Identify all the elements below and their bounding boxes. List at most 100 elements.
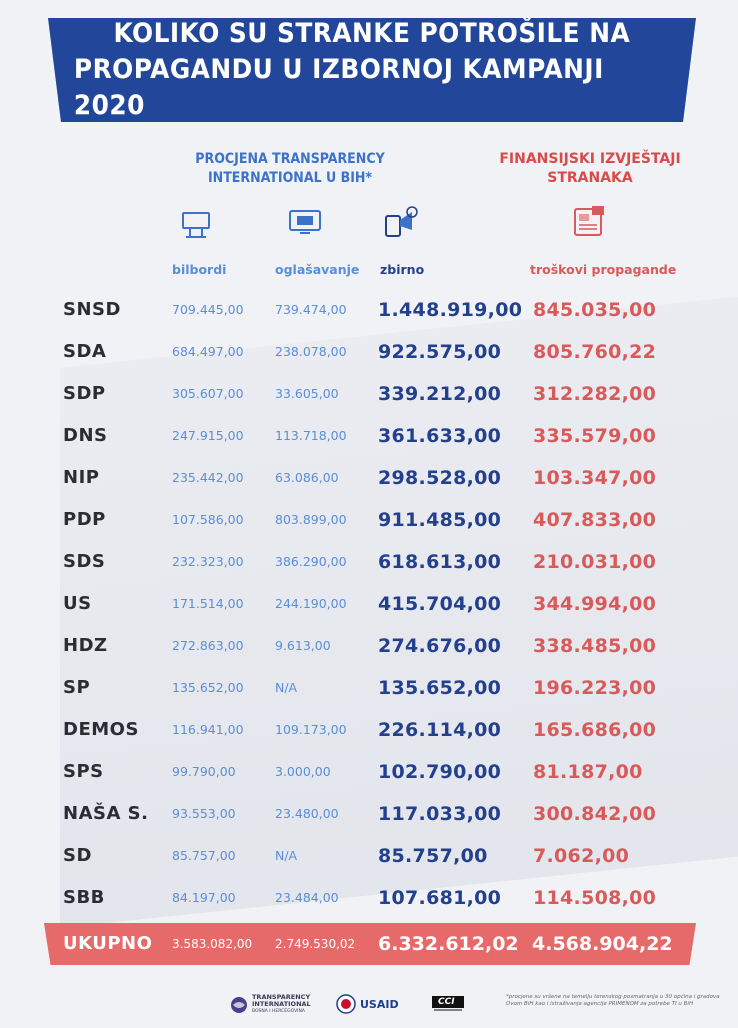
propaganda-value: 344.994,00 (533, 593, 657, 615)
total-value: 135.652,00 (378, 677, 502, 699)
title-line-2: PROPAGANDU U IZBORNOJ KAMPANJI 2020 (73, 54, 604, 121)
billboards-value: 85.757,00 (172, 848, 236, 863)
party-name: DEMOS (63, 719, 139, 740)
propaganda-value: 312.282,00 (533, 383, 657, 405)
ti-logo: TRANSPARENCY INTERNATIONAL BOSNA I HERCE… (230, 994, 311, 1015)
party-name: US (63, 593, 92, 614)
party-name: SDS (63, 551, 106, 572)
propaganda-value: 300.842,00 (533, 803, 657, 825)
advertising-value: 109.173,00 (275, 722, 347, 737)
billboards-value: 232.323,00 (172, 554, 244, 569)
table-row: SDP 305.607,00 33.605,00 339.212,00 312.… (0, 373, 738, 415)
table-row: SP 135.652,00 N/A 135.652,00 196.223,00 (0, 667, 738, 709)
propaganda-value: 196.223,00 (533, 677, 657, 699)
party-name: PDP (63, 509, 106, 530)
column-header-advertising: oglašavanje (275, 262, 360, 277)
financial-header-line-1: FINANSIJSKI IZVJEŠTAJI (499, 151, 681, 167)
title-banner: KOLIKO SU STRANKE POTROŠILE NA PROPAGAND… (48, 18, 696, 122)
table-row: SNSD 709.445,00 739.474,00 1.448.919,00 … (0, 289, 738, 331)
ti-estimate-header-line-2: INTERNATIONAL U BIH* (207, 170, 372, 186)
column-header-billboards: bilbordi (172, 262, 227, 277)
total-value: 102.790,00 (378, 761, 502, 783)
ti-logo-line-2: INTERNATIONAL (252, 1000, 311, 1008)
total-value: 117.033,00 (378, 803, 502, 825)
billboards-value: 171.514,00 (172, 596, 244, 611)
total-billboards: 3.583.082,00 (172, 937, 253, 951)
advertising-value: 386.290,00 (275, 554, 347, 569)
table-row: US 171.514,00 244.190,00 415.704,00 344.… (0, 583, 738, 625)
cci-logo: CCI (432, 994, 464, 1012)
advertising-value: 23.480,00 (275, 806, 339, 821)
billboards-value: 305.607,00 (172, 386, 244, 401)
advertising-value: 244.190,00 (275, 596, 347, 611)
billboards-value: 93.553,00 (172, 806, 236, 821)
party-name: SP (63, 677, 91, 698)
table-row: NAŠA S. 93.553,00 23.480,00 117.033,00 3… (0, 793, 738, 835)
propaganda-value: 81.187,00 (533, 761, 643, 783)
advertising-value: 63.086,00 (275, 470, 339, 485)
party-name: NAŠA S. (63, 803, 149, 824)
usaid-logo: USAID (336, 994, 399, 1014)
total-value: 1.448.919,00 (378, 299, 523, 321)
propaganda-value: 165.686,00 (533, 719, 657, 741)
megaphone-icon (385, 206, 418, 237)
table-row: PDP 107.586,00 803.899,00 911.485,00 407… (0, 499, 738, 541)
advertising-value: 23.484,00 (275, 890, 339, 905)
total-value: 361.633,00 (378, 425, 502, 447)
party-name: SBB (63, 887, 105, 908)
propaganda-value: 7.062,00 (533, 845, 630, 867)
column-header-total: zbirno (380, 262, 425, 277)
usaid-text: USAID (360, 997, 399, 1011)
advertising-value: 238.078,00 (275, 344, 347, 359)
total-value: 298.528,00 (378, 467, 502, 489)
table-row: DNS 247.915,00 113.718,00 361.633,00 335… (0, 415, 738, 457)
billboards-value: 709.445,00 (172, 302, 244, 317)
total-value: 911.485,00 (378, 509, 502, 531)
propaganda-value: 338.485,00 (533, 635, 657, 657)
advertising-value: 739.474,00 (275, 302, 347, 317)
party-name: SNSD (63, 299, 121, 320)
billboard-icon (182, 212, 210, 238)
party-name: DNS (63, 425, 108, 446)
total-label: UKUPNO (63, 933, 153, 954)
table-row: SD 85.757,00 N/A 85.757,00 7.062,00 (0, 835, 738, 877)
ti-logo-line-3: BOSNA I HERCEGOVINA (252, 1009, 305, 1014)
party-name: SDP (63, 383, 106, 404)
advertising-value: N/A (275, 680, 298, 695)
party-name: SD (63, 845, 92, 866)
total-advertising: 2.749.530,02 (275, 937, 356, 951)
party-name: NIP (63, 467, 100, 488)
billboards-value: 272.863,00 (172, 638, 244, 653)
table-row: DEMOS 116.941,00 109.173,00 226.114,00 1… (0, 709, 738, 751)
billboards-value: 107.586,00 (172, 512, 244, 527)
total-value: 339.212,00 (378, 383, 502, 405)
billboards-value: 235.442,00 (172, 470, 244, 485)
title-line-1: KOLIKO SU STRANKE POTROŠILE NA (113, 18, 631, 49)
advertising-value: 113.718,00 (275, 428, 347, 443)
propaganda-value: 805.760,22 (533, 341, 657, 363)
billboards-value: 99.790,00 (172, 764, 236, 779)
propaganda-value: 114.508,00 (533, 887, 657, 909)
total-sum: 6.332.612,02 (378, 933, 519, 955)
advertising-value: 3.000,00 (275, 764, 331, 779)
billboards-value: 135.652,00 (172, 680, 244, 695)
advertising-value: 803.899,00 (275, 512, 347, 527)
billboards-value: 116.941,00 (172, 722, 244, 737)
total-value: 415.704,00 (378, 593, 502, 615)
party-name: SDA (63, 341, 107, 362)
billboards-value: 84.197,00 (172, 890, 236, 905)
ti-globe-icon (231, 996, 247, 1013)
financial-reports-header: FINANSIJSKI IZVJEŠTAJI STRANAKA (490, 150, 690, 188)
table-row: SDA 684.497,00 238.078,00 922.575,00 805… (0, 331, 738, 373)
table-row: HDZ 272.863,00 9.613,00 274.676,00 338.4… (0, 625, 738, 667)
usaid-seal-icon (336, 994, 356, 1014)
report-icon (574, 206, 604, 236)
cci-logo-mark (432, 996, 464, 1011)
party-name: SPS (63, 761, 104, 782)
table-row: NIP 235.442,00 63.086,00 298.528,00 103.… (0, 457, 738, 499)
table-row: SDS 232.323,00 386.290,00 618.613,00 210… (0, 541, 738, 583)
column-header-propaganda: troškovi propagande (530, 262, 677, 277)
total-value: 107.681,00 (378, 887, 502, 909)
ti-estimate-header-line-1: PROCJENA TRANSPARENCY (195, 151, 385, 167)
party-name: HDZ (63, 635, 108, 656)
